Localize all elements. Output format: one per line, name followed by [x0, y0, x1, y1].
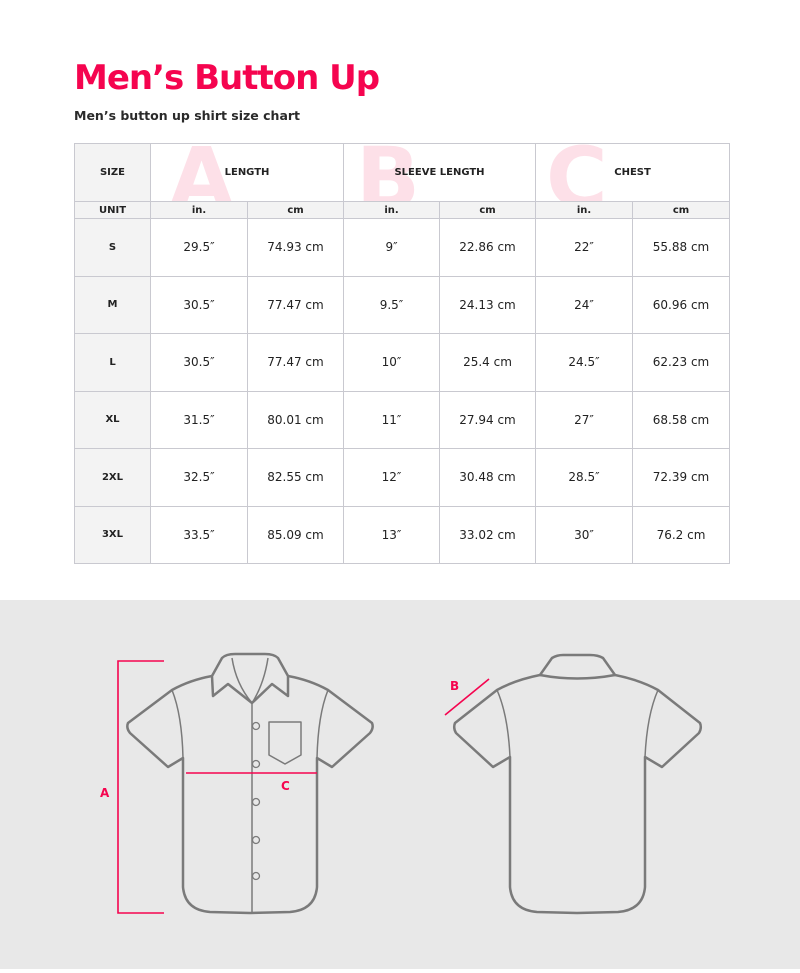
- value-cell: 30.5″: [150, 333, 248, 392]
- size-cell: 2XL: [74, 448, 151, 507]
- watermark-letter: B: [356, 143, 421, 202]
- page-subtitle: Men’s button up shirt size chart: [74, 108, 301, 123]
- size-cell: S: [74, 218, 151, 277]
- value-cell: 30.5″: [150, 275, 248, 334]
- header-row: SIZE A LENGTH B SLEEVE LENGTH C CHEST: [74, 143, 731, 202]
- size-chart-table: SIZE A LENGTH B SLEEVE LENGTH C CHEST UNIT …: [74, 143, 731, 564]
- value-cell: 24.13 cm: [439, 275, 537, 334]
- unit-cell: cm: [246, 201, 345, 219]
- table-row: 3XL 33.5″ 85.09 cm 13″ 33.02 cm 30″ 76.2 cm: [74, 505, 731, 564]
- unit-cell: in.: [343, 201, 441, 219]
- size-cell: L: [74, 333, 151, 392]
- label-c: C: [281, 779, 290, 793]
- unit-header: UNIT: [74, 201, 151, 219]
- size-cell: 3XL: [74, 505, 151, 564]
- front-collar: [210, 652, 290, 705]
- watermark-letter: C: [546, 143, 608, 202]
- value-cell: 22″: [535, 218, 634, 277]
- page-title: Men’s Button Up: [74, 58, 380, 98]
- value-cell: 29.5″: [150, 218, 248, 277]
- group-label: CHEST: [614, 167, 651, 178]
- front-shirt-body: [126, 674, 374, 915]
- measurement-diagram: A C B: [0, 600, 800, 969]
- value-cell: 85.09 cm: [246, 505, 345, 564]
- unit-row: UNIT in. cm in. cm in. cm: [74, 201, 731, 219]
- value-cell: 74.93 cm: [246, 218, 345, 277]
- group-header-sleeve: B SLEEVE LENGTH: [343, 143, 537, 202]
- value-cell: 9.5″: [343, 275, 441, 334]
- measurement-lines: [117, 660, 490, 914]
- value-cell: 60.96 cm: [632, 275, 731, 334]
- value-cell: 10″: [343, 333, 441, 392]
- group-label: LENGTH: [224, 167, 270, 178]
- value-cell: 33.02 cm: [439, 505, 537, 564]
- value-cell: 76.2 cm: [632, 505, 731, 564]
- value-cell: 9″: [343, 218, 441, 277]
- value-cell: 55.88 cm: [632, 218, 731, 277]
- table-row: 2XL 32.5″ 82.55 cm 12″ 30.48 cm 28.5″ 72.39 cm: [74, 448, 731, 507]
- front-shirt-illustration: [126, 652, 374, 915]
- value-cell: 22.86 cm: [439, 218, 537, 277]
- back-shirt-body: [452, 673, 703, 915]
- size-cell: M: [74, 275, 151, 334]
- group-header-length: A LENGTH: [149, 143, 345, 202]
- size-cell: XL: [74, 390, 151, 449]
- value-cell: 25.4 cm: [439, 333, 537, 392]
- table-row: S 29.5″ 74.93 cm 9″ 22.86 cm 22″ 55.88 cm: [74, 218, 731, 277]
- value-cell: 27.94 cm: [439, 390, 537, 449]
- back-collar: [538, 653, 617, 680]
- value-cell: 68.58 cm: [632, 390, 731, 449]
- value-cell: 32.5″: [150, 448, 248, 507]
- table-row: XL 31.5″ 80.01 cm 11″ 27.94 cm 27″ 68.58 cm: [74, 390, 731, 449]
- size-header: SIZE: [74, 143, 151, 202]
- value-cell: 24.5″: [535, 333, 634, 392]
- unit-cell: cm: [632, 201, 731, 219]
- length-measure-line: [117, 660, 164, 914]
- value-cell: 30″: [535, 505, 634, 564]
- group-header-chest: C CHEST: [535, 143, 731, 202]
- value-cell: 82.55 cm: [246, 448, 345, 507]
- label-a: A: [100, 786, 110, 800]
- value-cell: 77.47 cm: [246, 275, 345, 334]
- value-cell: 80.01 cm: [246, 390, 345, 449]
- watermark-letter: A: [169, 143, 235, 202]
- value-cell: 24″: [535, 275, 634, 334]
- pocket: [268, 721, 302, 765]
- value-cell: 72.39 cm: [632, 448, 731, 507]
- sleeve-measure-line: [444, 678, 490, 716]
- group-label: SLEEVE LENGTH: [394, 167, 485, 178]
- value-cell: 30.48 cm: [439, 448, 537, 507]
- value-cell: 62.23 cm: [632, 333, 731, 392]
- value-cell: 11″: [343, 390, 441, 449]
- value-cell: 77.47 cm: [246, 333, 345, 392]
- unit-cell: in.: [535, 201, 634, 219]
- value-cell: 27″: [535, 390, 634, 449]
- unit-cell: in.: [150, 201, 248, 219]
- value-cell: 13″: [343, 505, 441, 564]
- table-row: L 30.5″ 77.47 cm 10″ 25.4 cm 24.5″ 62.23 cm: [74, 333, 731, 392]
- value-cell: 33.5″: [150, 505, 248, 564]
- value-cell: 28.5″: [535, 448, 634, 507]
- label-b: B: [450, 679, 459, 693]
- table-row: M 30.5″ 77.47 cm 9.5″ 24.13 cm 24″ 60.96 cm: [74, 275, 731, 334]
- back-shirt-illustration: [452, 653, 703, 915]
- buttons: [251, 721, 261, 881]
- unit-cell: cm: [439, 201, 537, 219]
- value-cell: 12″: [343, 448, 441, 507]
- value-cell: 31.5″: [150, 390, 248, 449]
